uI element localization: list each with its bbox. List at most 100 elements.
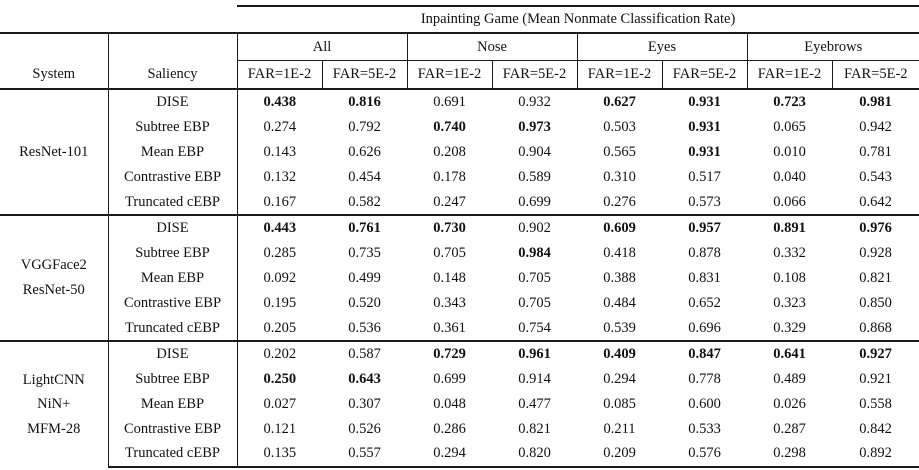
- value-cell: 0.477: [518, 395, 551, 412]
- value-cell: 0.026: [773, 395, 806, 412]
- value-cell: 0.418: [603, 245, 636, 262]
- value-cell: 0.443: [237, 213, 322, 241]
- value-cell: 0.842: [859, 420, 892, 437]
- group-header-eyebrows: Eyebrows: [746, 33, 919, 61]
- value-cell: 0.209: [577, 441, 662, 468]
- value-cell: 0.576: [662, 441, 747, 468]
- far-header: FAR=5E-2: [661, 60, 747, 90]
- value-cell: 0.539: [603, 319, 636, 336]
- value-cell: 0.208: [433, 143, 466, 160]
- value-cell: 0.343: [433, 294, 466, 311]
- value-cell: 0.323: [773, 294, 806, 311]
- far-header: FAR=1E-2: [406, 60, 492, 90]
- value-cell: 0.526: [348, 420, 381, 437]
- value-cell: 0.691: [433, 94, 466, 111]
- value-cell: 0.048: [433, 395, 466, 412]
- value-cell: 0.927: [832, 339, 919, 367]
- value-cell: 0.904: [518, 143, 551, 160]
- column-header-system: System: [0, 33, 108, 90]
- value-cell: 0.820: [492, 441, 577, 468]
- saliency-method: Truncated cEBP: [107, 315, 238, 341]
- far-header-row: FAR=1E-2 FAR=5E-2 FAR=1E-2 FAR=5E-2 FAR=…: [0, 60, 919, 90]
- far-header: FAR=1E-2: [746, 60, 832, 90]
- table-row: Mean EBP 0.143 0.626 0.208 0.904 0.565 0.931 0.…: [0, 139, 919, 165]
- value-cell: 0.167: [263, 193, 297, 210]
- corner-blank-cell: [0, 6, 237, 34]
- value-cell: 0.307: [348, 395, 381, 412]
- value-cell: 0.211: [603, 420, 636, 437]
- value-cell: 0.520: [348, 294, 381, 311]
- value-cell: 0.121: [263, 420, 297, 437]
- value-cell: 0.705: [433, 245, 466, 262]
- table-row: Mean EBP 0.092 0.499 0.148 0.705 0.388 0.831 0.…: [0, 265, 919, 291]
- value-cell: 0.294: [603, 371, 636, 388]
- results-table: Inpainting Game (Mean Nonmate Classifica…: [0, 5, 919, 468]
- table-row: Contrastive EBP 0.132 0.454 0.178 0.589 0.310…: [0, 164, 919, 190]
- value-cell: 0.821: [859, 269, 892, 286]
- far-header: FAR=1E-2: [576, 60, 662, 90]
- value-cell: 0.957: [662, 213, 747, 241]
- table-row: VGGFace2 ResNet-50 DISE 0.443 0.761 0.730 0.9…: [0, 213, 919, 341]
- value-cell: 0.557: [322, 441, 407, 468]
- saliency-method: Mean EBP: [107, 265, 238, 291]
- value-cell: 0.276: [603, 193, 636, 210]
- group-header-nose: Nose: [406, 33, 577, 61]
- value-cell: 0.976: [832, 213, 919, 241]
- table-row: Truncated cEBP 0.135 0.557 0.294 0.820 0.209 0…: [0, 441, 919, 468]
- table-row: Mean EBP 0.027 0.307 0.048 0.477 0.085 0.600 0.…: [0, 391, 919, 417]
- value-cell: 0.558: [859, 395, 892, 412]
- system-name: VGGFace2 ResNet-50: [0, 213, 108, 341]
- value-cell: 0.085: [603, 395, 636, 412]
- table-row: LightCNN NiN+ MFM-28 DISE 0.202 0.587 0.729 0…: [0, 339, 919, 467]
- value-cell: 0.454: [348, 168, 381, 185]
- value-cell: 0.641: [747, 339, 832, 367]
- value-cell: 0.850: [859, 294, 892, 311]
- saliency-method: Contrastive EBP: [107, 164, 238, 190]
- value-cell: 0.132: [263, 168, 297, 185]
- value-cell: 0.010: [773, 143, 806, 160]
- value-cell: 0.816: [348, 94, 381, 111]
- value-cell: 0.250: [263, 371, 297, 388]
- group-header-row: System Saliency All Nose Eyes Eyebrows: [0, 33, 919, 90]
- value-cell: 0.652: [688, 294, 721, 311]
- value-cell: 0.298: [747, 441, 832, 468]
- value-cell: 0.600: [688, 395, 721, 412]
- table-row: ResNet-101 DISE 0.438 0.816 0.691 0.932 0.627 0…: [0, 89, 919, 160]
- saliency-method: DISE: [107, 213, 238, 241]
- value-cell: 0.582: [348, 193, 381, 210]
- value-cell: 0.285: [263, 245, 297, 262]
- column-header-saliency: Saliency: [107, 33, 238, 90]
- value-cell: 0.928: [859, 245, 892, 262]
- value-cell: 0.932: [518, 94, 551, 111]
- value-cell: 0.792: [348, 119, 381, 136]
- saliency-method: Contrastive EBP: [107, 290, 238, 316]
- value-cell: 0.108: [773, 269, 806, 286]
- far-header: FAR=5E-2: [491, 60, 577, 90]
- value-cell: 0.973: [518, 119, 551, 136]
- value-cell: 0.778: [688, 371, 721, 388]
- value-cell: 0.699: [433, 371, 466, 388]
- value-cell: 0.517: [688, 168, 721, 185]
- table-row: Subtree EBP 0.274 0.792 0.740 0.973 0.503 0.93…: [0, 114, 919, 140]
- saliency-method: Truncated cEBP: [107, 441, 238, 468]
- value-cell: 0.821: [518, 420, 551, 437]
- value-cell: 0.626: [348, 143, 381, 160]
- value-cell: 0.484: [603, 294, 636, 311]
- value-cell: 0.914: [518, 371, 551, 388]
- value-cell: 0.438: [263, 94, 297, 111]
- value-cell: 0.723: [773, 94, 806, 111]
- value-cell: 0.730: [407, 213, 492, 241]
- value-cell: 0.148: [433, 269, 466, 286]
- saliency-method: Subtree EBP: [107, 114, 238, 140]
- value-cell: 0.135: [237, 441, 322, 468]
- value-cell: 0.831: [688, 269, 721, 286]
- value-cell: 0.627: [603, 94, 636, 111]
- value-cell: 0.761: [322, 213, 407, 241]
- value-cell: 0.642: [859, 193, 892, 210]
- table-title: Inpainting Game (Mean Nonmate Classifica…: [237, 5, 919, 34]
- value-cell: 0.696: [688, 319, 721, 336]
- saliency-method: Contrastive EBP: [107, 416, 238, 442]
- value-cell: 0.565: [603, 143, 636, 160]
- value-cell: 0.891: [747, 213, 832, 241]
- value-cell: 0.740: [433, 119, 466, 136]
